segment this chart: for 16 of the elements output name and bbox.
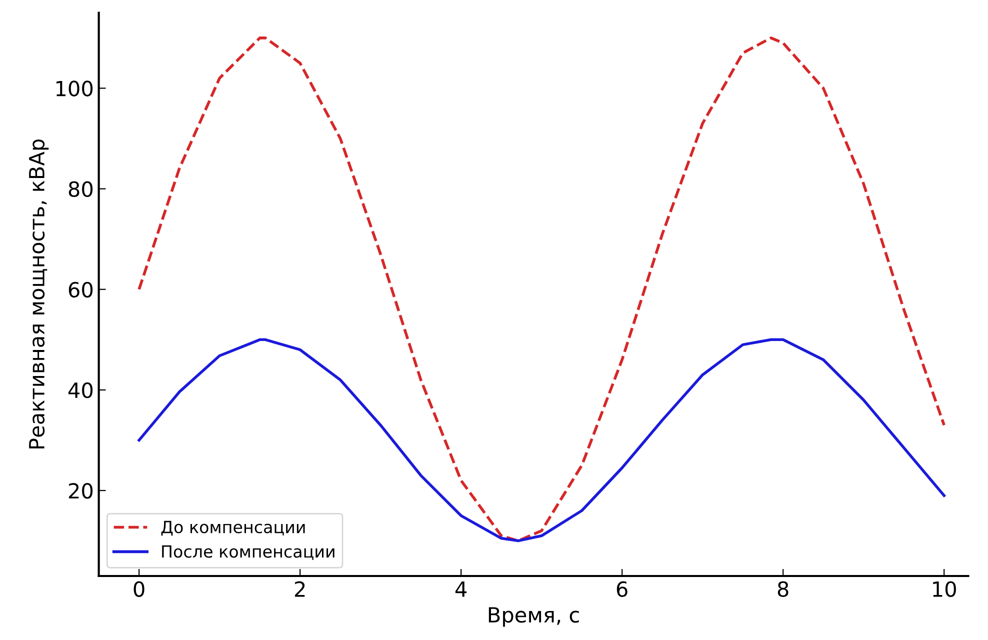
y-axis-title: Реактивная мощность, кВАр: [29, 139, 49, 448]
x-tick-label: 4: [455, 582, 467, 597]
y-tick-label: 40: [68, 382, 93, 398]
y-tick-label: 20: [68, 482, 93, 499]
x-tick-label: 8: [778, 581, 788, 597]
y-tick-label: 80: [68, 181, 93, 198]
x-axis-title: Время, с: [488, 607, 579, 627]
x-tick-label: 2: [294, 581, 305, 597]
y-tick-label: 100: [56, 80, 93, 96]
line-series: [138, 338, 946, 542]
legend-label: После компенсации: [162, 545, 334, 560]
x-tick-label: 6: [616, 581, 628, 597]
x-tick-label: 10: [933, 581, 956, 597]
legend-label: До компенсации: [161, 520, 305, 536]
x-tick-label: 0: [134, 581, 144, 597]
y-tick-label: 60: [68, 282, 93, 298]
